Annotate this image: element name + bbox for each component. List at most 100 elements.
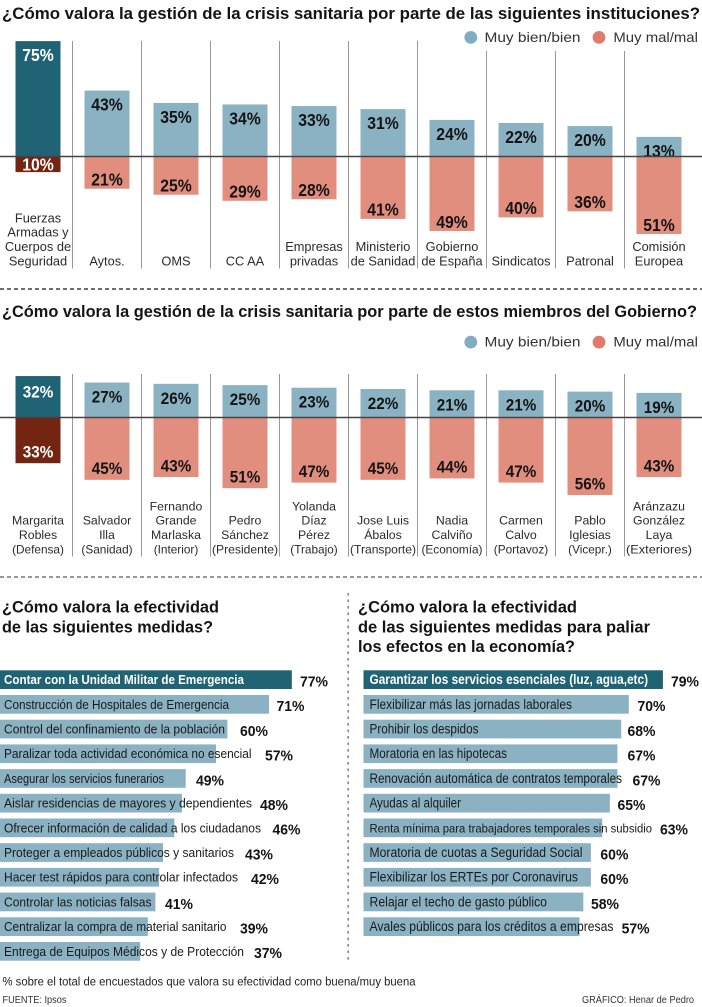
svg-text:Patronal: Patronal	[566, 254, 614, 269]
svg-text:46%: 46%	[273, 822, 301, 839]
svg-text:28%: 28%	[298, 180, 330, 200]
svg-text:45%: 45%	[368, 459, 399, 478]
svg-text:19%: 19%	[644, 398, 675, 417]
svg-text:22%: 22%	[368, 394, 399, 413]
svg-text:70%: 70%	[638, 698, 666, 715]
svg-text:20%: 20%	[575, 397, 606, 416]
svg-text:(Interior): (Interior)	[154, 543, 199, 557]
svg-text:de Sanidad: de Sanidad	[351, 254, 416, 269]
svg-text:67%: 67%	[628, 748, 656, 765]
svg-text:Ayudas al alquiler: Ayudas al alquiler	[370, 796, 462, 811]
svg-text:Illa: Illa	[99, 528, 115, 542]
svg-text:21%: 21%	[437, 395, 468, 414]
svg-text:¿Cómo valora la efectividad: ¿Cómo valora la efectividad	[358, 598, 577, 617]
svg-text:58%: 58%	[591, 896, 619, 913]
svg-text:60%: 60%	[600, 846, 628, 863]
svg-text:Control del confinamiento de l: Control del confinamiento de la població…	[4, 722, 225, 737]
svg-text:de España: de España	[421, 254, 483, 269]
svg-text:67%: 67%	[633, 772, 661, 789]
svg-text:Seguridad: Seguridad	[9, 254, 67, 269]
svg-text:Ábalos: Ábalos	[364, 527, 402, 542]
svg-text:Muy mal/mal: Muy mal/mal	[613, 30, 698, 45]
svg-text:41%: 41%	[165, 896, 193, 913]
svg-text:FUENTE: Ipsos: FUENTE: Ipsos	[3, 995, 67, 1006]
svg-text:27%: 27%	[92, 388, 123, 407]
svg-text:Relajar el techo de gasto públ: Relajar el techo de gasto público	[370, 894, 548, 909]
svg-text:(Presidente): (Presidente)	[212, 543, 278, 557]
svg-text:43%: 43%	[245, 846, 273, 863]
svg-text:Yolanda: Yolanda	[292, 499, 336, 513]
svg-text:Sindicatos: Sindicatos	[491, 254, 550, 269]
svg-text:Salvador: Salvador	[83, 514, 132, 528]
svg-text:Renovación automática de contr: Renovación automática de contratos tempo…	[370, 771, 623, 786]
svg-text:Prohibir los despidos: Prohibir los despidos	[370, 722, 479, 737]
svg-text:(Portavoz): (Portavoz)	[494, 543, 548, 557]
svg-text:(Vicepr.): (Vicepr.)	[568, 543, 612, 557]
svg-text:21%: 21%	[506, 395, 537, 414]
svg-text:Pérez: Pérez	[298, 528, 330, 542]
svg-text:Empresas: Empresas	[285, 239, 343, 254]
svg-text:65%: 65%	[618, 797, 646, 814]
svg-text:Carmen: Carmen	[499, 514, 543, 528]
svg-text:(Exteriores): (Exteriores)	[626, 543, 692, 557]
svg-text:49%: 49%	[436, 212, 468, 232]
svg-text:24%: 24%	[436, 124, 468, 144]
svg-text:Calvo: Calvo	[505, 528, 537, 542]
svg-text:Robles: Robles	[19, 528, 57, 542]
svg-text:González: González	[633, 514, 685, 528]
svg-text:OMS: OMS	[161, 254, 190, 269]
svg-text:25%: 25%	[230, 390, 261, 409]
svg-text:de las siguientes medidas para: de las siguientes medidas para paliar	[358, 617, 650, 636]
svg-text:41%: 41%	[367, 200, 399, 220]
svg-text:Iglesias: Iglesias	[569, 528, 611, 542]
svg-text:Aislar residencias de mayores: Aislar residencias de mayores y dependie…	[4, 796, 252, 811]
svg-text:Moratoria de cuotas a Segurida: Moratoria de cuotas a Seguridad Social	[370, 845, 583, 860]
svg-text:Muy mal/mal: Muy mal/mal	[613, 335, 698, 350]
svg-text:43%: 43%	[91, 95, 123, 115]
svg-text:Controlar las noticias falsas: Controlar las noticias falsas	[4, 894, 152, 909]
svg-text:Armadas y: Armadas y	[7, 225, 69, 240]
svg-text:Garantizar los servicios esenc: Garantizar los servicios esenciales (luz…	[370, 672, 649, 687]
svg-text:40%: 40%	[505, 198, 537, 218]
svg-text:CC AA: CC AA	[226, 254, 265, 269]
svg-text:57%: 57%	[265, 748, 293, 765]
svg-text:47%: 47%	[299, 462, 330, 481]
svg-text:Grande: Grande	[155, 514, 196, 528]
svg-text:Muy bien/bien: Muy bien/bien	[485, 335, 581, 350]
svg-text:Pedro: Pedro	[229, 514, 262, 528]
svg-text:Gobierno: Gobierno	[426, 239, 479, 254]
svg-text:Contar con la Unidad Militar d: Contar con la Unidad Militar de Emergenc…	[4, 672, 245, 687]
svg-text:44%: 44%	[437, 458, 468, 477]
svg-text:63%: 63%	[660, 822, 688, 839]
svg-text:Fuerzas: Fuerzas	[15, 210, 61, 225]
svg-text:51%: 51%	[643, 215, 675, 235]
svg-text:Renta mínima para trabajadores: Renta mínima para trabajadores temporale…	[370, 821, 653, 835]
svg-text:Fernando: Fernando	[150, 499, 203, 513]
svg-text:¿Cómo valora la gestión de la: ¿Cómo valora la gestión de la crisis san…	[2, 4, 700, 23]
svg-text:Ministerio: Ministerio	[356, 239, 411, 254]
svg-text:47%: 47%	[506, 462, 537, 481]
svg-text:33%: 33%	[23, 442, 54, 461]
svg-text:Proteger a empleados públicos: Proteger a empleados públicos y sanitari…	[4, 845, 234, 860]
svg-text:Laya: Laya	[646, 528, 673, 542]
svg-text:35%: 35%	[160, 107, 192, 127]
svg-text:Comisión: Comisión	[632, 239, 685, 254]
svg-text:79%: 79%	[671, 674, 699, 691]
svg-text:Muy bien/bien: Muy bien/bien	[485, 30, 581, 45]
svg-text:71%: 71%	[277, 698, 305, 715]
svg-text:49%: 49%	[196, 772, 224, 789]
svg-text:25%: 25%	[160, 176, 192, 196]
svg-text:Díaz: Díaz	[301, 514, 326, 528]
svg-text:60%: 60%	[600, 871, 628, 888]
svg-text:Pablo: Pablo	[574, 514, 606, 528]
svg-text:68%: 68%	[628, 723, 656, 740]
svg-text:(Sanidad): (Sanidad)	[81, 543, 132, 557]
svg-text:Paralizar toda actividad econó: Paralizar toda actividad económica no es…	[4, 746, 252, 761]
svg-text:31%: 31%	[367, 113, 399, 133]
svg-text:26%: 26%	[161, 389, 192, 408]
svg-text:13%: 13%	[643, 141, 675, 161]
svg-text:Jose Luis: Jose Luis	[357, 514, 409, 528]
svg-text:Aytos.: Aytos.	[89, 254, 124, 269]
svg-text:¿Cómo valora la efectividad: ¿Cómo valora la efectividad	[2, 598, 219, 617]
svg-text:Cuerpos de: Cuerpos de	[5, 239, 71, 254]
